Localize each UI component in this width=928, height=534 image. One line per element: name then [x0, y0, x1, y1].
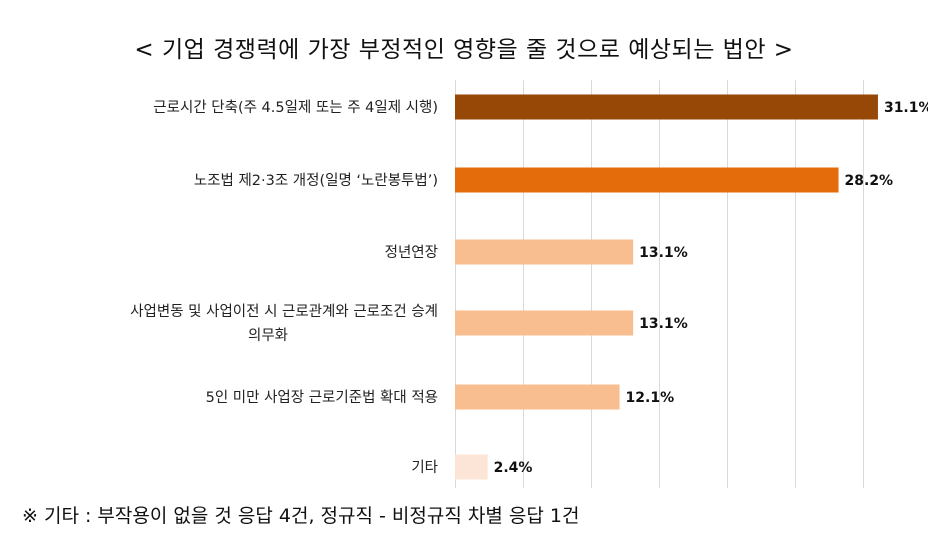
value-label: 2.4%	[494, 460, 533, 476]
bar	[455, 384, 620, 410]
category-label: 사업변동 및 사업이전 시 근로관계와 근로조건 승계 의무화	[130, 303, 438, 344]
bar	[455, 454, 488, 480]
value-label: 12.1%	[626, 390, 675, 406]
category-label: 노조법 제2·3조 개정(일명 ‘노란봉투법’)	[194, 172, 438, 189]
value-label: 31.1%	[884, 100, 928, 116]
category-label: 5인 미만 사업장 근로기준법 확대 적용	[206, 389, 438, 406]
footnote: ※ 기타 : 부작용이 없을 것 응답 4건, 정규직 - 비정규직 차별 응답…	[22, 505, 580, 527]
value-label: 13.1%	[639, 245, 688, 261]
bar	[455, 239, 634, 265]
value-label: 28.2%	[845, 173, 894, 189]
chart-title: < 기업 경쟁력에 가장 부정적인 영향을 줄 것으로 예상되는 법안 >	[134, 37, 794, 63]
bar	[455, 94, 878, 120]
bar	[455, 167, 839, 193]
bar	[455, 310, 634, 336]
value-label: 13.1%	[639, 316, 688, 332]
category-label: 기타	[411, 459, 438, 476]
category-label: 근로시간 단축(주 4.5일제 또는 주 4일제 시행)	[153, 99, 438, 116]
category-label: 정년연장	[385, 244, 438, 261]
